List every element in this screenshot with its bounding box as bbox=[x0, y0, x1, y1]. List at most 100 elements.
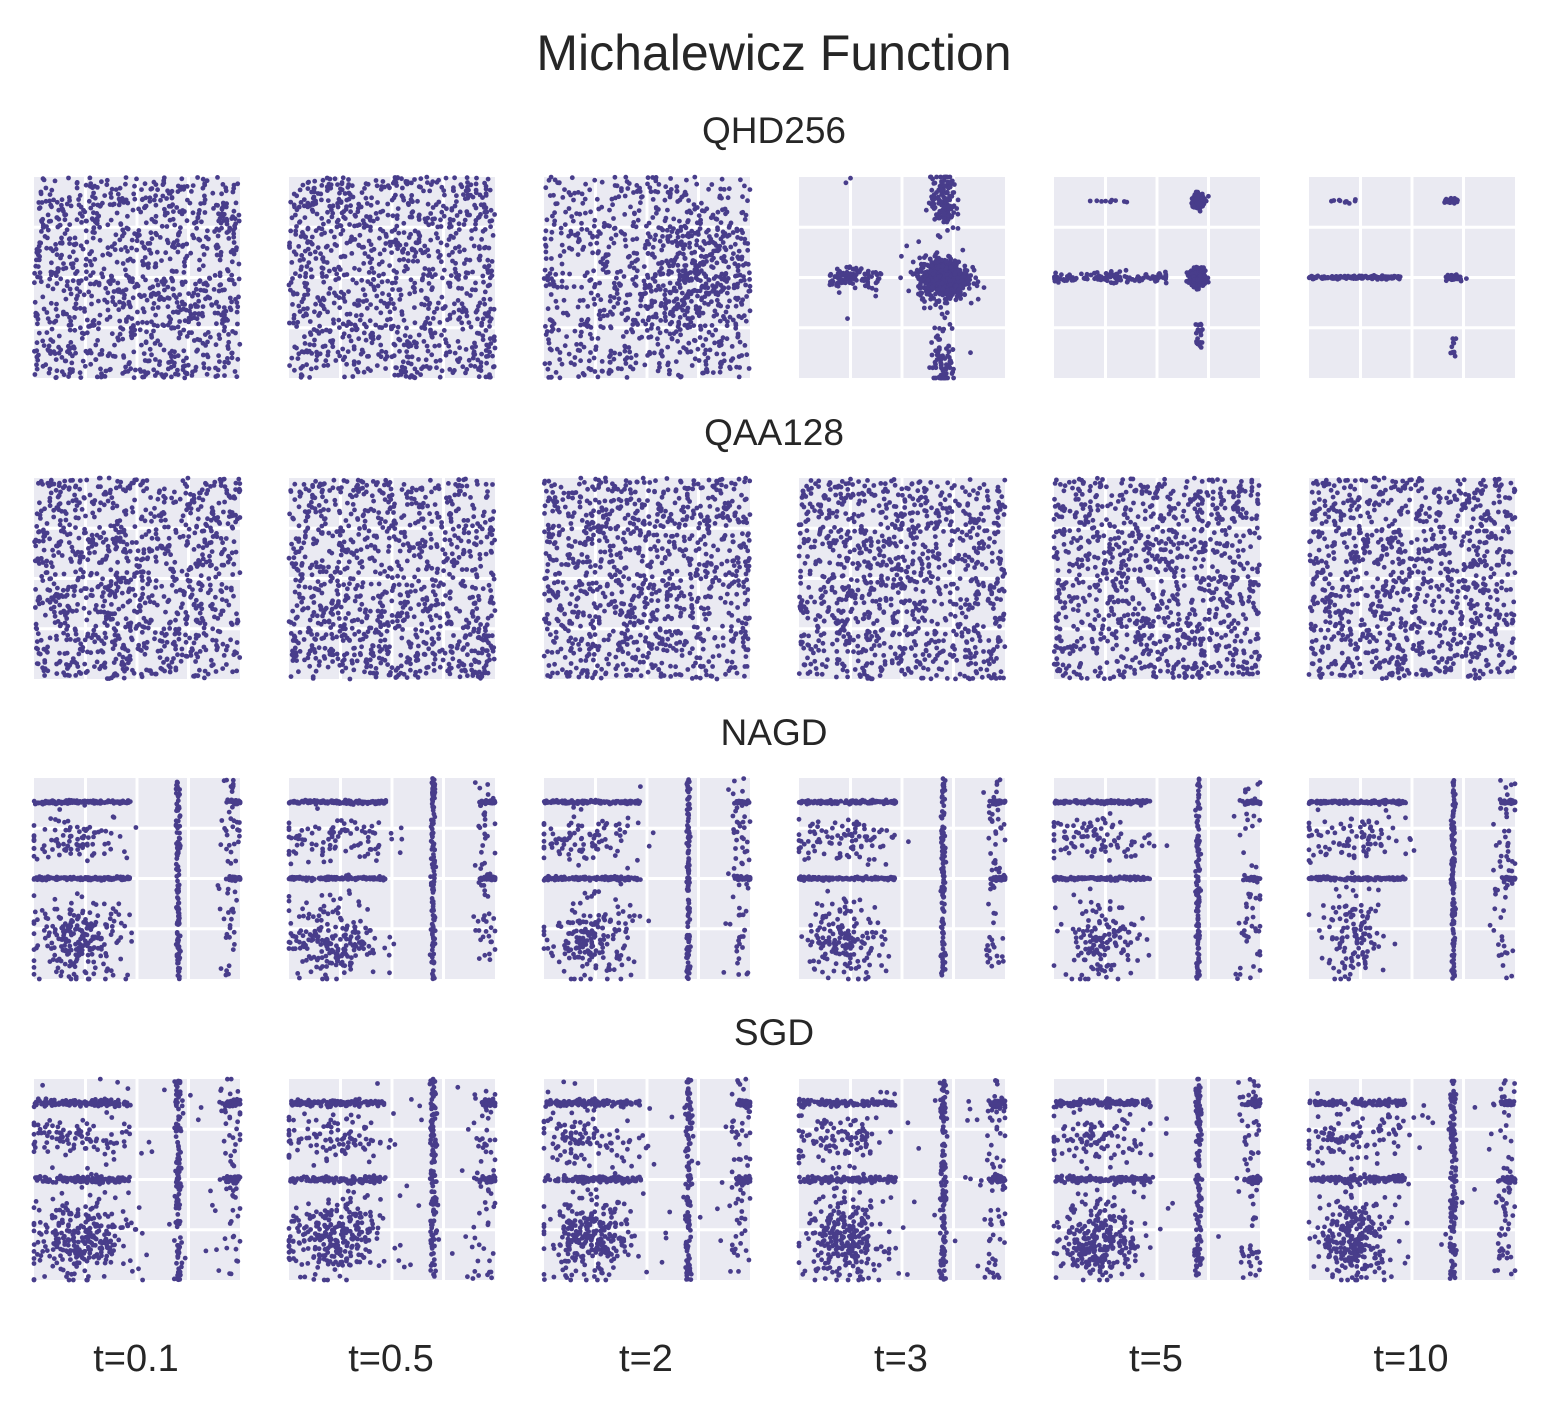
point bbox=[923, 207, 929, 213]
point bbox=[131, 191, 137, 197]
point bbox=[64, 227, 70, 233]
point bbox=[596, 206, 602, 212]
point bbox=[59, 369, 65, 375]
point bbox=[487, 282, 492, 288]
point bbox=[36, 200, 42, 205]
point bbox=[1197, 343, 1203, 348]
point bbox=[656, 361, 662, 366]
point bbox=[687, 316, 692, 322]
point bbox=[165, 304, 171, 310]
point bbox=[549, 266, 555, 272]
point bbox=[113, 187, 119, 193]
point bbox=[622, 344, 628, 350]
point bbox=[1103, 198, 1108, 204]
point bbox=[211, 287, 217, 292]
point bbox=[576, 374, 581, 379]
point bbox=[452, 350, 458, 356]
point bbox=[622, 212, 628, 217]
point bbox=[297, 187, 303, 193]
point bbox=[133, 367, 138, 373]
point bbox=[217, 216, 223, 221]
point bbox=[470, 355, 476, 361]
point bbox=[140, 374, 146, 380]
point bbox=[105, 290, 111, 296]
point bbox=[115, 280, 121, 286]
point bbox=[663, 328, 669, 334]
point bbox=[694, 288, 700, 294]
point bbox=[667, 368, 672, 373]
point bbox=[118, 222, 124, 227]
point bbox=[148, 294, 154, 299]
point bbox=[116, 196, 122, 202]
point bbox=[233, 330, 238, 336]
point bbox=[430, 205, 436, 210]
point bbox=[923, 288, 929, 294]
point bbox=[718, 220, 724, 226]
point bbox=[383, 231, 389, 237]
point bbox=[100, 274, 106, 280]
point bbox=[35, 312, 40, 318]
point bbox=[83, 262, 89, 268]
point bbox=[617, 351, 623, 357]
point bbox=[375, 283, 381, 289]
point bbox=[1453, 336, 1459, 342]
point bbox=[289, 215, 295, 221]
point bbox=[287, 363, 292, 368]
point bbox=[58, 276, 64, 282]
point bbox=[489, 273, 495, 279]
point bbox=[747, 277, 752, 282]
point bbox=[718, 364, 723, 370]
point bbox=[465, 212, 471, 218]
point bbox=[1102, 275, 1107, 281]
point bbox=[862, 276, 867, 282]
point bbox=[906, 288, 912, 294]
point bbox=[931, 193, 937, 199]
point bbox=[105, 245, 111, 251]
point bbox=[331, 300, 337, 306]
point bbox=[178, 225, 183, 231]
point bbox=[189, 189, 194, 194]
point bbox=[328, 338, 333, 344]
point bbox=[1193, 330, 1199, 336]
point bbox=[147, 195, 153, 201]
point bbox=[128, 325, 134, 331]
point bbox=[491, 364, 497, 369]
point bbox=[340, 346, 346, 352]
point bbox=[301, 203, 307, 209]
point bbox=[655, 341, 661, 347]
point bbox=[650, 215, 656, 220]
point bbox=[44, 245, 49, 251]
point bbox=[369, 265, 375, 271]
point bbox=[425, 180, 430, 186]
point bbox=[1186, 280, 1192, 285]
point bbox=[647, 349, 652, 355]
point bbox=[473, 344, 478, 349]
point bbox=[190, 293, 195, 299]
point bbox=[449, 206, 455, 211]
point bbox=[478, 202, 484, 208]
point bbox=[321, 306, 327, 312]
point bbox=[66, 322, 72, 328]
point bbox=[381, 271, 386, 277]
point bbox=[54, 273, 59, 279]
point bbox=[430, 266, 436, 272]
point bbox=[727, 364, 732, 370]
point bbox=[722, 231, 728, 236]
point bbox=[676, 268, 681, 274]
point bbox=[581, 344, 587, 350]
point bbox=[439, 332, 444, 338]
point bbox=[674, 188, 680, 194]
point bbox=[483, 328, 489, 333]
point bbox=[140, 262, 146, 268]
point bbox=[161, 297, 167, 303]
point bbox=[543, 324, 548, 329]
point bbox=[45, 347, 51, 352]
point bbox=[107, 314, 113, 320]
point bbox=[148, 230, 154, 236]
point bbox=[626, 181, 632, 186]
point bbox=[434, 306, 440, 311]
point bbox=[234, 309, 240, 315]
point bbox=[592, 301, 598, 307]
point bbox=[1053, 270, 1058, 276]
point bbox=[725, 195, 731, 201]
